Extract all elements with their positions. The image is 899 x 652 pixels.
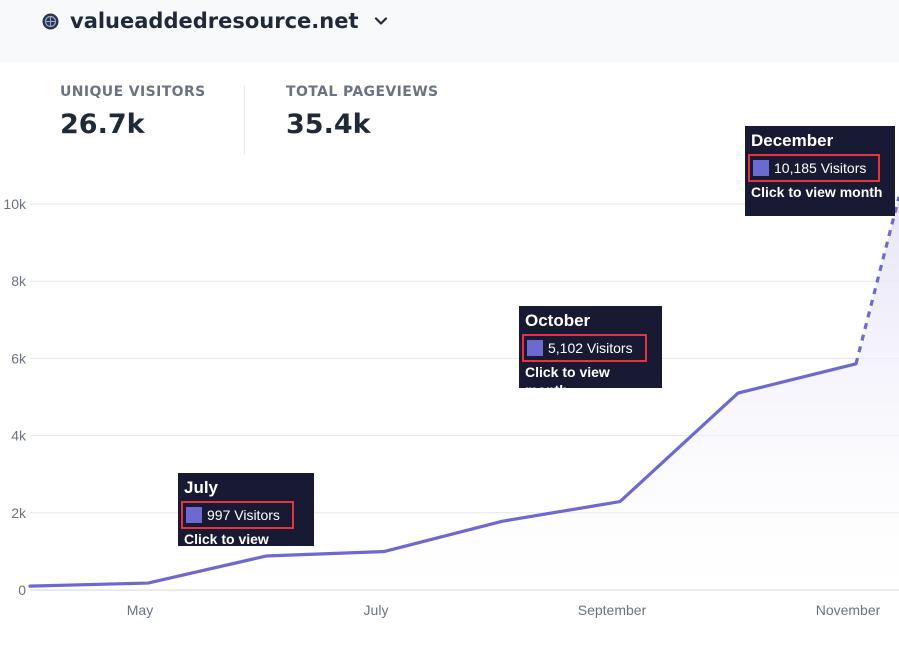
stat-total-pageviews[interactable]: TOTAL PAGEVIEWS 35.4k [286,84,439,140]
globe-favicon-icon [42,13,59,29]
stat-divider [244,86,245,154]
tooltip-count-highlight: 10,185 Visitors [748,154,881,182]
top-bar: valueaddedresource.net [0,0,899,62]
stat-unique-visitors[interactable]: UNIQUE VISITORS 26.7k [60,84,206,140]
tooltip-count-highlight: 997 Visitors [181,501,294,529]
x-tick-label: July [364,602,389,618]
y-tick-label: 4k [11,428,27,444]
stat-label: UNIQUE VISITORS [60,84,206,100]
stat-value: 35.4k [286,109,371,140]
tooltip-december[interactable]: December 10,185 Visitors Click to view m… [745,126,895,216]
y-tick-label: 0 [18,582,26,598]
tooltip-october[interactable]: October 5,102 Visitors Click to view mon… [519,306,662,398]
chevron-down-icon[interactable] [373,13,389,29]
x-axis: May July September November [127,602,881,618]
tooltip-title: October [525,311,591,330]
tooltip-title: December [751,131,834,150]
tooltip-count: 5,102 Visitors [548,340,633,356]
x-tick-label: May [127,602,153,618]
visitors-line [28,362,858,588]
stat-value: 26.7k [60,109,145,140]
stat-label: TOTAL PAGEVIEWS [286,84,439,100]
series-swatch [753,160,769,176]
tooltip-count: 10,185 Visitors [774,160,867,176]
y-tick-label: 10k [3,196,27,212]
tooltip-hint: Click to view month [184,531,269,565]
y-tick-label: 8k [11,273,27,289]
y-tick-label: 2k [11,505,27,521]
visitors-line-incomplete [854,196,899,365]
tooltip-hint: Click to view month [525,364,610,398]
series-swatch [186,507,202,523]
visitors-area [30,196,899,590]
y-axis: 0 2k 4k 6k 8k 10k [3,196,27,598]
x-tick-label: September [578,602,647,618]
site-selector[interactable]: valueaddedresource.net [42,6,389,36]
site-name: valueaddedresource.net [70,9,359,33]
tooltip-july[interactable]: July 997 Visitors Click to view month [178,473,314,565]
tooltip-count-highlight: 5,102 Visitors [522,334,647,362]
tooltip-count: 997 Visitors [207,507,280,523]
series-swatch [527,340,543,356]
x-tick-label: November [816,602,881,618]
y-tick-label: 6k [11,350,27,366]
tooltip-hint: Click to view month [751,184,883,200]
tooltip-title: July [184,478,219,497]
